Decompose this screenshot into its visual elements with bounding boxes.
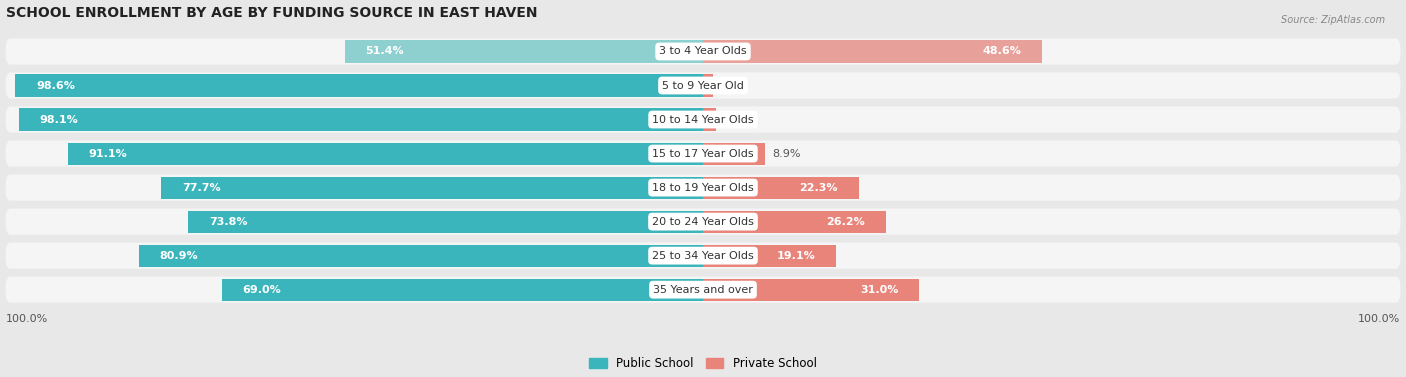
Text: 3 to 4 Year Olds: 3 to 4 Year Olds — [659, 46, 747, 57]
Text: 98.6%: 98.6% — [37, 81, 75, 90]
Bar — [188, 211, 703, 233]
Text: 91.1%: 91.1% — [89, 149, 128, 159]
Text: 98.1%: 98.1% — [39, 115, 79, 124]
Text: 8.9%: 8.9% — [772, 149, 800, 159]
FancyBboxPatch shape — [6, 106, 1400, 133]
Text: 1.9%: 1.9% — [723, 115, 752, 124]
FancyBboxPatch shape — [6, 38, 1400, 64]
Text: 22.3%: 22.3% — [799, 182, 838, 193]
Text: 69.0%: 69.0% — [243, 285, 281, 295]
Text: 19.1%: 19.1% — [776, 251, 815, 261]
FancyBboxPatch shape — [6, 175, 1400, 201]
FancyBboxPatch shape — [6, 141, 1400, 167]
Text: SCHOOL ENROLLMENT BY AGE BY FUNDING SOURCE IN EAST HAVEN: SCHOOL ENROLLMENT BY AGE BY FUNDING SOUR… — [6, 6, 537, 20]
Text: 31.0%: 31.0% — [860, 285, 898, 295]
Bar — [703, 211, 886, 233]
Bar — [703, 245, 837, 267]
Text: 100.0%: 100.0% — [6, 314, 48, 324]
Text: 15 to 17 Year Olds: 15 to 17 Year Olds — [652, 149, 754, 159]
Bar — [703, 74, 713, 97]
Bar — [18, 109, 703, 130]
Text: 77.7%: 77.7% — [181, 182, 221, 193]
FancyBboxPatch shape — [6, 72, 1400, 99]
Bar — [139, 245, 703, 267]
Bar — [703, 176, 859, 199]
Bar — [703, 109, 716, 130]
Bar — [15, 74, 703, 97]
Bar — [703, 143, 765, 165]
Bar — [222, 279, 703, 301]
Text: 80.9%: 80.9% — [160, 251, 198, 261]
Text: 51.4%: 51.4% — [366, 46, 404, 57]
Bar — [344, 40, 703, 63]
Text: 73.8%: 73.8% — [209, 217, 247, 227]
Bar — [162, 176, 703, 199]
Text: 35 Years and over: 35 Years and over — [652, 285, 754, 295]
Bar — [703, 279, 920, 301]
Text: 5 to 9 Year Old: 5 to 9 Year Old — [662, 81, 744, 90]
FancyBboxPatch shape — [6, 277, 1400, 303]
Bar — [703, 40, 1042, 63]
Text: 10 to 14 Year Olds: 10 to 14 Year Olds — [652, 115, 754, 124]
Text: Source: ZipAtlas.com: Source: ZipAtlas.com — [1281, 15, 1385, 25]
Text: 100.0%: 100.0% — [1358, 314, 1400, 324]
Text: 48.6%: 48.6% — [983, 46, 1021, 57]
Legend: Public School, Private School: Public School, Private School — [589, 357, 817, 371]
Text: 25 to 34 Year Olds: 25 to 34 Year Olds — [652, 251, 754, 261]
Bar — [67, 143, 703, 165]
Text: 26.2%: 26.2% — [827, 217, 865, 227]
FancyBboxPatch shape — [6, 208, 1400, 235]
Text: 20 to 24 Year Olds: 20 to 24 Year Olds — [652, 217, 754, 227]
Text: 1.4%: 1.4% — [720, 81, 748, 90]
FancyBboxPatch shape — [6, 242, 1400, 269]
Text: 18 to 19 Year Olds: 18 to 19 Year Olds — [652, 182, 754, 193]
